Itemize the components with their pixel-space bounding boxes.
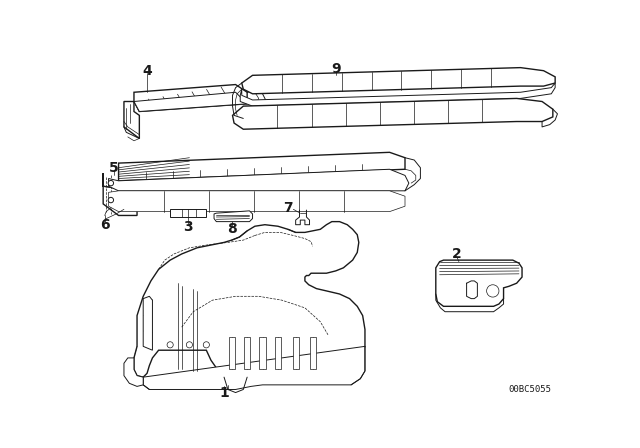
Polygon shape <box>118 152 405 181</box>
Polygon shape <box>214 211 253 222</box>
Text: 6: 6 <box>100 218 109 232</box>
Polygon shape <box>124 102 140 138</box>
Circle shape <box>186 342 193 348</box>
Text: 7: 7 <box>283 201 292 215</box>
Text: 8: 8 <box>227 222 237 237</box>
Polygon shape <box>228 337 235 370</box>
Polygon shape <box>259 337 266 370</box>
Polygon shape <box>292 337 299 370</box>
Circle shape <box>108 198 113 203</box>
Text: 5: 5 <box>109 161 119 175</box>
Polygon shape <box>124 358 143 386</box>
Text: 4: 4 <box>142 64 152 78</box>
Polygon shape <box>134 92 247 112</box>
Text: 1: 1 <box>219 386 229 400</box>
Circle shape <box>486 285 499 297</box>
Polygon shape <box>109 191 405 211</box>
Polygon shape <box>244 337 250 370</box>
Polygon shape <box>436 260 522 306</box>
Circle shape <box>204 342 209 348</box>
Polygon shape <box>134 222 365 377</box>
Polygon shape <box>310 337 316 370</box>
Circle shape <box>108 181 113 186</box>
Polygon shape <box>275 337 281 370</box>
Text: 2: 2 <box>452 247 461 261</box>
Text: 00BC5055: 00BC5055 <box>508 385 551 394</box>
Polygon shape <box>143 296 152 350</box>
Polygon shape <box>242 68 555 94</box>
Polygon shape <box>240 83 555 106</box>
Polygon shape <box>232 99 553 129</box>
Polygon shape <box>109 169 409 191</box>
Polygon shape <box>134 85 247 112</box>
Circle shape <box>167 342 173 348</box>
Text: 3: 3 <box>183 220 193 234</box>
Polygon shape <box>170 209 206 217</box>
Text: 9: 9 <box>331 62 340 76</box>
Polygon shape <box>143 346 365 389</box>
Polygon shape <box>103 173 137 215</box>
